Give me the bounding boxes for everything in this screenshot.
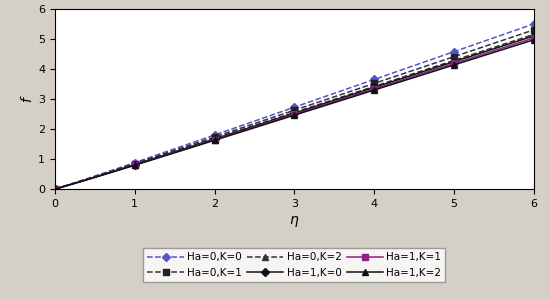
Ha=1,K=2 (466, 58, 473, 62)
Ha=1,K=1 (147, 158, 154, 162)
Ha=0,K=2 (147, 158, 154, 161)
Ha=0,K=0 (219, 130, 225, 134)
Ha=1,K=1 (466, 57, 473, 60)
Ha=0,K=1 (219, 133, 225, 136)
Ha=1,K=2 (307, 108, 314, 112)
Ha=0,K=0 (466, 44, 473, 48)
Ha=0,K=1 (307, 103, 314, 107)
Line: Ha=1,K=0: Ha=1,K=0 (52, 33, 536, 192)
Ha=0,K=0 (147, 155, 154, 159)
X-axis label: $\eta$: $\eta$ (289, 214, 299, 229)
Ha=0,K=2 (339, 95, 345, 99)
Ha=1,K=1 (307, 107, 314, 111)
Ha=1,K=1 (163, 153, 170, 157)
Ha=0,K=0 (52, 187, 58, 191)
Ha=0,K=1 (466, 50, 473, 53)
Line: Ha=1,K=1: Ha=1,K=1 (52, 35, 536, 192)
Ha=0,K=2 (530, 33, 537, 36)
Ha=0,K=2 (52, 187, 58, 191)
Legend: Ha=0,K=0, Ha=0,K=1, Ha=0,K=2, Ha=1,K=0, Ha=1,K=1, Ha=1,K=2: Ha=0,K=0, Ha=0,K=1, Ha=0,K=2, Ha=1,K=0, … (143, 248, 446, 282)
Ha=1,K=0 (307, 106, 314, 110)
Ha=1,K=0 (52, 187, 58, 191)
Ha=1,K=0 (466, 55, 473, 58)
Ha=1,K=1 (530, 36, 537, 40)
Ha=1,K=2 (147, 158, 154, 162)
Ha=1,K=0 (339, 96, 345, 100)
Line: Ha=0,K=2: Ha=0,K=2 (52, 32, 536, 192)
Ha=0,K=2 (219, 134, 225, 138)
Ha=1,K=1 (339, 97, 345, 101)
Ha=0,K=2 (307, 106, 314, 109)
Ha=1,K=2 (339, 98, 345, 102)
Ha=1,K=2 (52, 187, 58, 191)
Ha=0,K=1 (147, 157, 154, 160)
Ha=1,K=2 (163, 154, 170, 157)
Ha=0,K=0 (307, 100, 314, 103)
Ha=0,K=0 (530, 22, 537, 26)
Ha=0,K=2 (163, 152, 170, 156)
Y-axis label: $f$: $f$ (20, 95, 35, 103)
Ha=1,K=0 (163, 153, 170, 156)
Ha=0,K=1 (163, 151, 170, 155)
Ha=1,K=1 (52, 187, 58, 191)
Ha=0,K=1 (52, 187, 58, 191)
Ha=0,K=2 (466, 53, 473, 57)
Ha=0,K=1 (339, 92, 345, 96)
Line: Ha=0,K=1: Ha=0,K=1 (52, 27, 536, 192)
Ha=1,K=0 (530, 34, 537, 38)
Ha=0,K=1 (530, 28, 537, 32)
Ha=1,K=2 (219, 136, 225, 140)
Ha=0,K=0 (339, 89, 345, 92)
Ha=1,K=0 (147, 158, 154, 161)
Line: Ha=1,K=2: Ha=1,K=2 (52, 37, 536, 192)
Ha=1,K=1 (219, 135, 225, 139)
Ha=1,K=2 (530, 38, 537, 42)
Ha=1,K=0 (219, 135, 225, 138)
Line: Ha=0,K=0: Ha=0,K=0 (52, 21, 536, 192)
Ha=0,K=0 (163, 150, 170, 153)
